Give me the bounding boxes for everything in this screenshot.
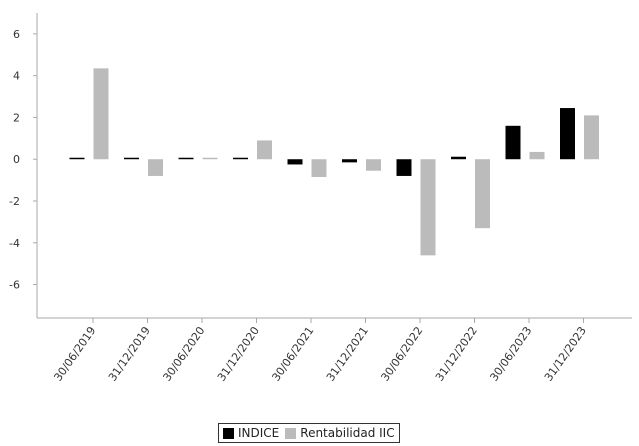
bar-rentabilidad-1 xyxy=(148,159,163,176)
bar-indice-4 xyxy=(287,159,303,165)
bar-rentabilidad-8 xyxy=(529,151,545,160)
bar-indice-9 xyxy=(560,108,575,160)
y-tick-label: 6 xyxy=(13,28,20,41)
bars xyxy=(69,68,599,256)
x-tick-label: 30/06/2019 xyxy=(51,324,98,383)
legend-swatch-rentabilidad xyxy=(285,427,297,439)
bar-indice-8 xyxy=(505,125,521,160)
y-tick-label: 2 xyxy=(13,111,20,124)
bar-indice-6 xyxy=(396,159,412,176)
y-tick-label: 0 xyxy=(13,153,20,166)
x-axis-ticks xyxy=(92,318,584,323)
x-tick-label: 30/06/2022 xyxy=(378,324,425,383)
x-tick-label: 30/06/2021 xyxy=(269,324,316,383)
x-tick-label: 31/12/2020 xyxy=(215,324,262,383)
bar-rentabilidad-6 xyxy=(420,159,436,256)
legend-item-indice: INDICE xyxy=(223,426,279,440)
bar-rentabilidad-4 xyxy=(311,159,327,177)
y-axis-ticks: 6 4 2 0 -2 -4 -6 xyxy=(9,28,37,292)
bar-rentabilidad-9 xyxy=(584,115,599,160)
bar-rentabilidad-2 xyxy=(202,157,218,160)
bar-indice-7 xyxy=(451,156,466,160)
x-tick-label: 31/12/2019 xyxy=(106,324,153,383)
bar-rentabilidad-7 xyxy=(475,159,490,229)
x-tick-label: 30/06/2023 xyxy=(487,324,534,383)
legend-label-indice: INDICE xyxy=(238,426,280,440)
bar-indice-2 xyxy=(178,157,194,160)
legend-swatch-indice xyxy=(223,427,234,439)
bar-rentabilidad-3 xyxy=(257,140,272,160)
bar-rentabilidad-0 xyxy=(93,68,109,160)
legend-label-rentabilidad: Rentabilidad IIC xyxy=(300,426,395,440)
y-tick-label: -2 xyxy=(9,195,20,208)
bar-indice-0 xyxy=(69,157,85,160)
y-tick-label: 4 xyxy=(13,70,20,83)
x-tick-label: 31/12/2021 xyxy=(324,324,371,383)
bar-indice-5 xyxy=(342,159,357,163)
bar-rentabilidad-5 xyxy=(366,159,381,171)
x-tick-label: 31/12/2023 xyxy=(542,324,589,383)
y-tick-label: -6 xyxy=(9,279,20,292)
y-tick-label: -4 xyxy=(9,237,20,250)
x-axis-labels: 30/06/2019 31/12/2019 30/06/2020 31/12/2020… xyxy=(51,324,589,383)
legend-item-rentabilidad: Rentabilidad IIC xyxy=(285,426,395,440)
x-tick-label: 31/12/2022 xyxy=(433,324,480,383)
bar-indice-1 xyxy=(124,157,139,160)
x-tick-label: 30/06/2020 xyxy=(160,324,207,383)
bar-indice-3 xyxy=(233,157,248,160)
legend: INDICE Rentabilidad IIC xyxy=(218,423,400,443)
